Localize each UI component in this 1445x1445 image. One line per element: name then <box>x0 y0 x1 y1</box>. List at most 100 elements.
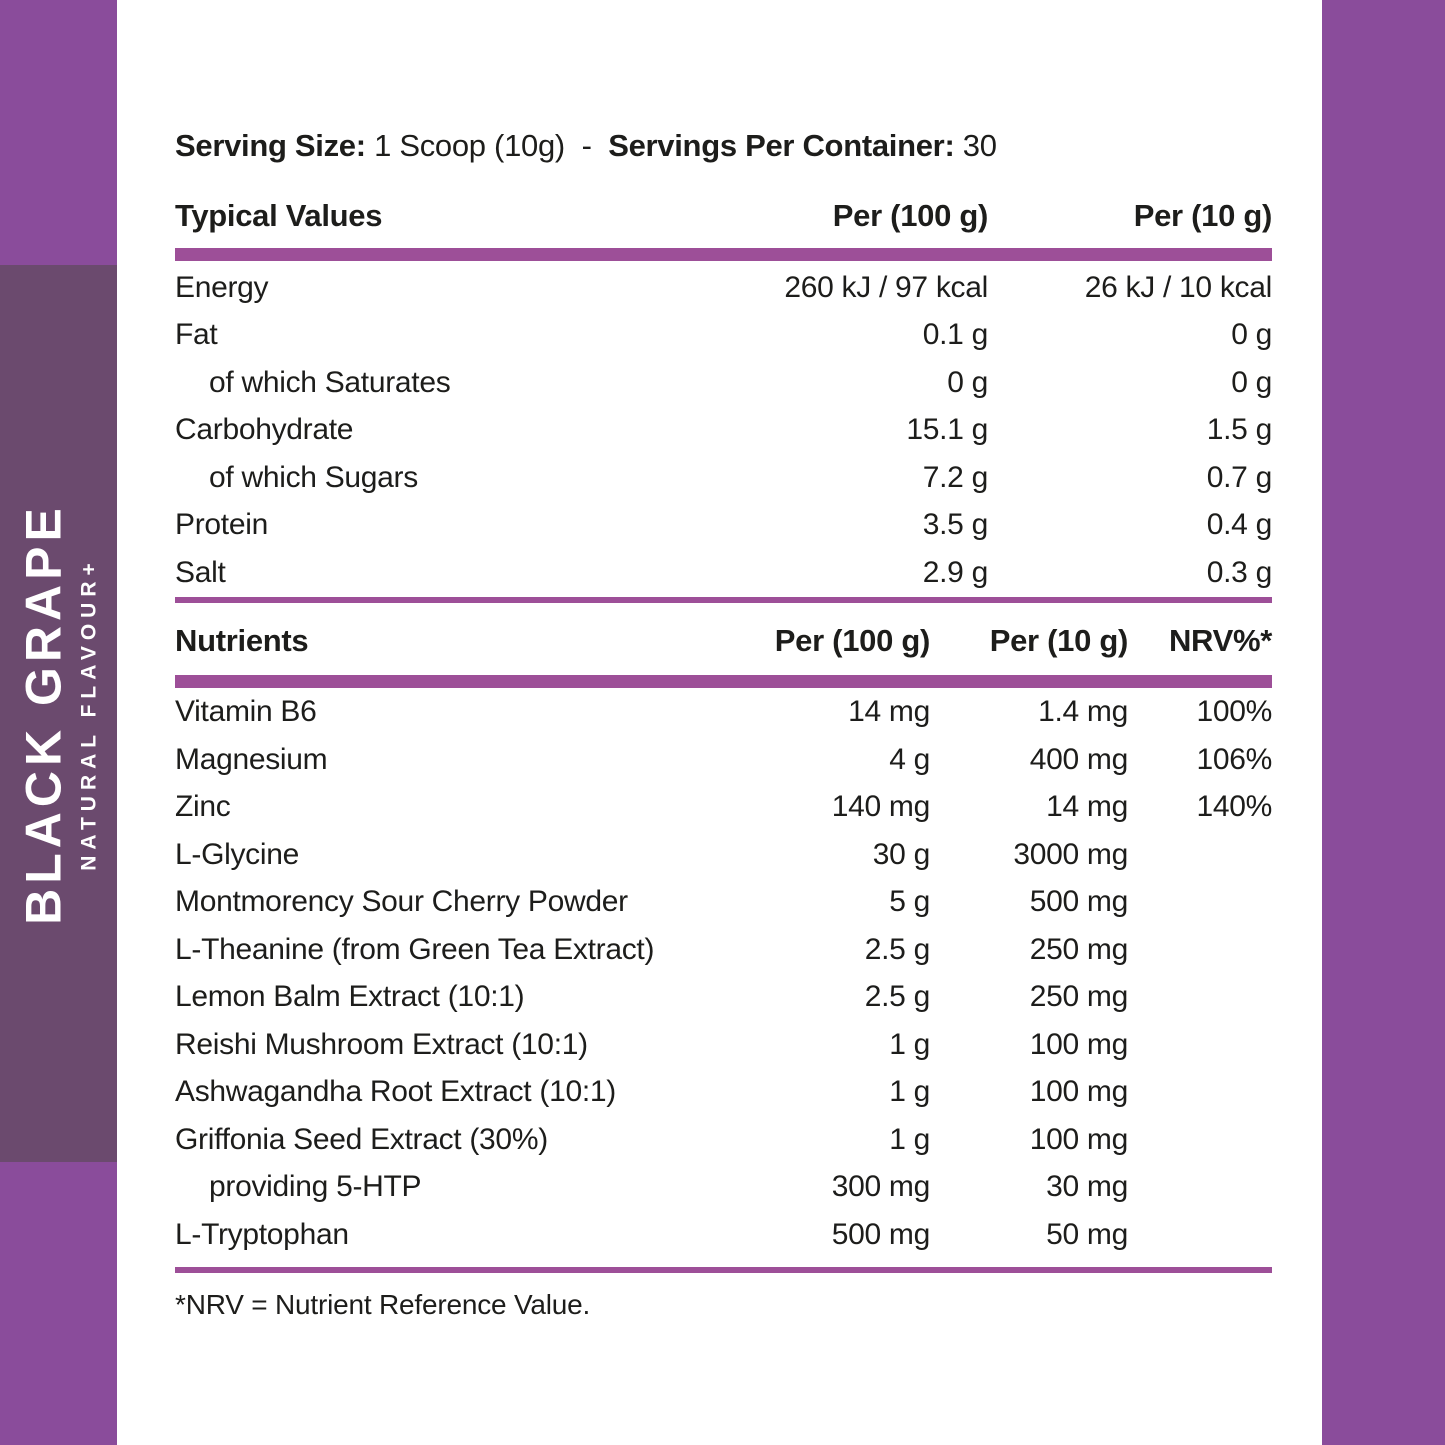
section-divider-bar <box>175 674 1272 688</box>
serving-info-line: Serving Size: 1 Scoop (10g) - Servings P… <box>175 128 1272 174</box>
table-row: L-Theanine (from Green Tea Extract) 2.5 … <box>175 926 1272 974</box>
value-per-100g: 2.5 g <box>864 980 931 1014</box>
row-label: Carbohydrate <box>175 413 354 447</box>
value-per-100g: 0 g <box>947 365 988 399</box>
value-per-100g: 5 g <box>889 885 930 919</box>
servings-per-container-value: 30 <box>954 128 997 163</box>
value-per-10g: 0 g <box>1231 365 1272 399</box>
row-label: L-Tryptophan <box>175 1217 349 1251</box>
servings-per-container-label: Servings Per Container: <box>608 128 955 163</box>
section-divider-bar <box>175 248 1272 261</box>
row-label: Magnesium <box>175 742 328 776</box>
flavour-subtitle: NATURAL FLAVOUR+ <box>77 556 100 871</box>
value-per-10g: 0 g <box>1231 318 1272 352</box>
table-row: Vitamin B6 14 mg 1.4 mg 100% <box>175 689 1272 737</box>
value-per-100g: 500 mg <box>831 1217 931 1251</box>
value-per-10g: 26 kJ / 10 kcal <box>1084 270 1273 304</box>
col-header-per-100g: Per (100 g) <box>774 622 931 658</box>
value-per-10g: 100 mg <box>1029 1122 1129 1156</box>
row-label: Lemon Balm Extract (10:1) <box>175 980 525 1014</box>
table-row: Carbohydrate 15.1 g 1.5 g <box>175 407 1272 455</box>
value-per-10g: 250 mg <box>1029 980 1129 1014</box>
value-per-10g: 1.4 mg <box>1038 695 1128 729</box>
value-per-100g: 3.5 g <box>922 508 989 542</box>
table-row: Lemon Balm Extract (10:1) 2.5 g 250 mg <box>175 974 1272 1022</box>
value-per-100g: 15.1 g <box>906 413 988 447</box>
value-per-10g: 30 mg <box>1046 1170 1128 1204</box>
row-label: Protein <box>175 508 268 542</box>
value-per-10g: 50 mg <box>1046 1217 1128 1251</box>
value-nrv-percent: 106% <box>1196 742 1272 776</box>
flavour-name: BLACK GRAPE <box>15 502 71 925</box>
table-row: Griffonia Seed Extract (30%) 1 g 100 mg <box>175 1116 1272 1164</box>
value-per-10g: 14 mg <box>1046 790 1128 824</box>
row-label: of which Sugars <box>209 460 418 494</box>
value-per-10g: 400 mg <box>1029 742 1129 776</box>
value-per-10g: 3000 mg <box>1013 837 1128 871</box>
table-row: Salt 2.9 g 0.3 g <box>175 549 1272 597</box>
nutrients-title: Nutrients <box>175 622 309 658</box>
typical-values-header-row: Typical Values Per (100 g) Per (10 g) <box>175 192 1272 234</box>
row-label: Montmorency Sour Cherry Powder <box>175 885 628 919</box>
value-per-100g: 300 mg <box>831 1170 931 1204</box>
row-label: L-Glycine <box>175 837 300 871</box>
row-label: Energy <box>175 270 269 304</box>
value-per-100g: 1 g <box>889 1027 930 1061</box>
table-row: Energy 260 kJ / 97 kcal 26 kJ / 10 kcal <box>175 264 1272 312</box>
col-header-per-10g: Per (10 g) <box>1133 198 1273 233</box>
nrv-footnote: *NRV = Nutrient Reference Value. <box>175 1288 591 1320</box>
table-row: providing 5-HTP 300 mg 30 mg <box>175 1164 1272 1212</box>
col-header-per-10g: Per (10 g) <box>989 622 1129 658</box>
value-per-100g: 4 g <box>889 742 930 776</box>
value-per-100g: 2.9 g <box>922 555 989 589</box>
row-label: Ashwagandha Root Extract (10:1) <box>175 1075 616 1109</box>
row-label: Fat <box>175 318 218 352</box>
value-per-100g: 140 mg <box>831 790 931 824</box>
value-nrv-percent: 100% <box>1196 695 1272 729</box>
table-row: Reishi Mushroom Extract (10:1) 1 g 100 m… <box>175 1021 1272 1069</box>
value-per-10g: 0.7 g <box>1206 460 1273 494</box>
table-row: Ashwagandha Root Extract (10:1) 1 g 100 … <box>175 1069 1272 1117</box>
value-per-100g: 14 mg <box>848 695 930 729</box>
table-row: L-Tryptophan 500 mg 50 mg <box>175 1211 1272 1259</box>
value-per-100g: 1 g <box>889 1122 930 1156</box>
row-label: Reishi Mushroom Extract (10:1) <box>175 1027 588 1061</box>
value-per-10g: 250 mg <box>1029 932 1129 966</box>
flavour-sidebar-panel: BLACK GRAPE NATURAL FLAVOUR+ <box>0 265 117 1162</box>
label-content: Serving Size: 1 Scoop (10g) - Servings P… <box>175 128 1272 1321</box>
row-label: providing 5-HTP <box>209 1170 422 1204</box>
serving-separator: - <box>564 128 609 163</box>
nutrients-section: Nutrients Per (100 g) Per (10 g) NRV%* V… <box>175 617 1272 1273</box>
value-per-100g: 7.2 g <box>922 460 989 494</box>
row-label: Vitamin B6 <box>175 695 317 729</box>
table-row: of which Saturates 0 g 0 g <box>175 359 1272 407</box>
nutrients-table: Vitamin B6 14 mg 1.4 mg 100% Magnesium 4… <box>175 689 1272 1259</box>
typical-values-title: Typical Values <box>175 198 383 233</box>
table-row: Fat 0.1 g 0 g <box>175 312 1272 360</box>
value-per-100g: 30 g <box>872 837 931 871</box>
typical-values-table: Energy 260 kJ / 97 kcal 26 kJ / 10 kcal … <box>175 264 1272 597</box>
value-per-100g: 0.1 g <box>922 318 989 352</box>
value-per-10g: 1.5 g <box>1206 413 1273 447</box>
row-label: Griffonia Seed Extract (30%) <box>175 1122 548 1156</box>
serving-size-label: Serving Size: <box>175 128 366 163</box>
nutrients-header-row: Nutrients Per (100 g) Per (10 g) NRV%* <box>175 617 1272 659</box>
section-divider-line <box>175 596 1272 603</box>
value-nrv-percent: 140% <box>1196 790 1272 824</box>
row-label: Zinc <box>175 790 231 824</box>
table-row: Montmorency Sour Cherry Powder 5 g 500 m… <box>175 879 1272 927</box>
serving-size-value: 1 Scoop (10g) <box>365 128 565 163</box>
col-header-per-100g: Per (100 g) <box>832 198 989 233</box>
table-row: of which Sugars 7.2 g 0.7 g <box>175 454 1272 502</box>
value-per-100g: 2.5 g <box>864 932 931 966</box>
row-label: of which Saturates <box>209 365 451 399</box>
value-per-100g: 1 g <box>889 1075 930 1109</box>
table-row: Protein 3.5 g 0.4 g <box>175 502 1272 550</box>
value-per-10g: 100 mg <box>1029 1075 1129 1109</box>
value-per-10g: 500 mg <box>1029 885 1129 919</box>
value-per-10g: 0.3 g <box>1206 555 1273 589</box>
value-per-100g: 260 kJ / 97 kcal <box>784 270 988 304</box>
table-row: L-Glycine 30 g 3000 mg <box>175 831 1272 879</box>
flavour-rotated-text: BLACK GRAPE NATURAL FLAVOUR+ <box>15 502 100 925</box>
